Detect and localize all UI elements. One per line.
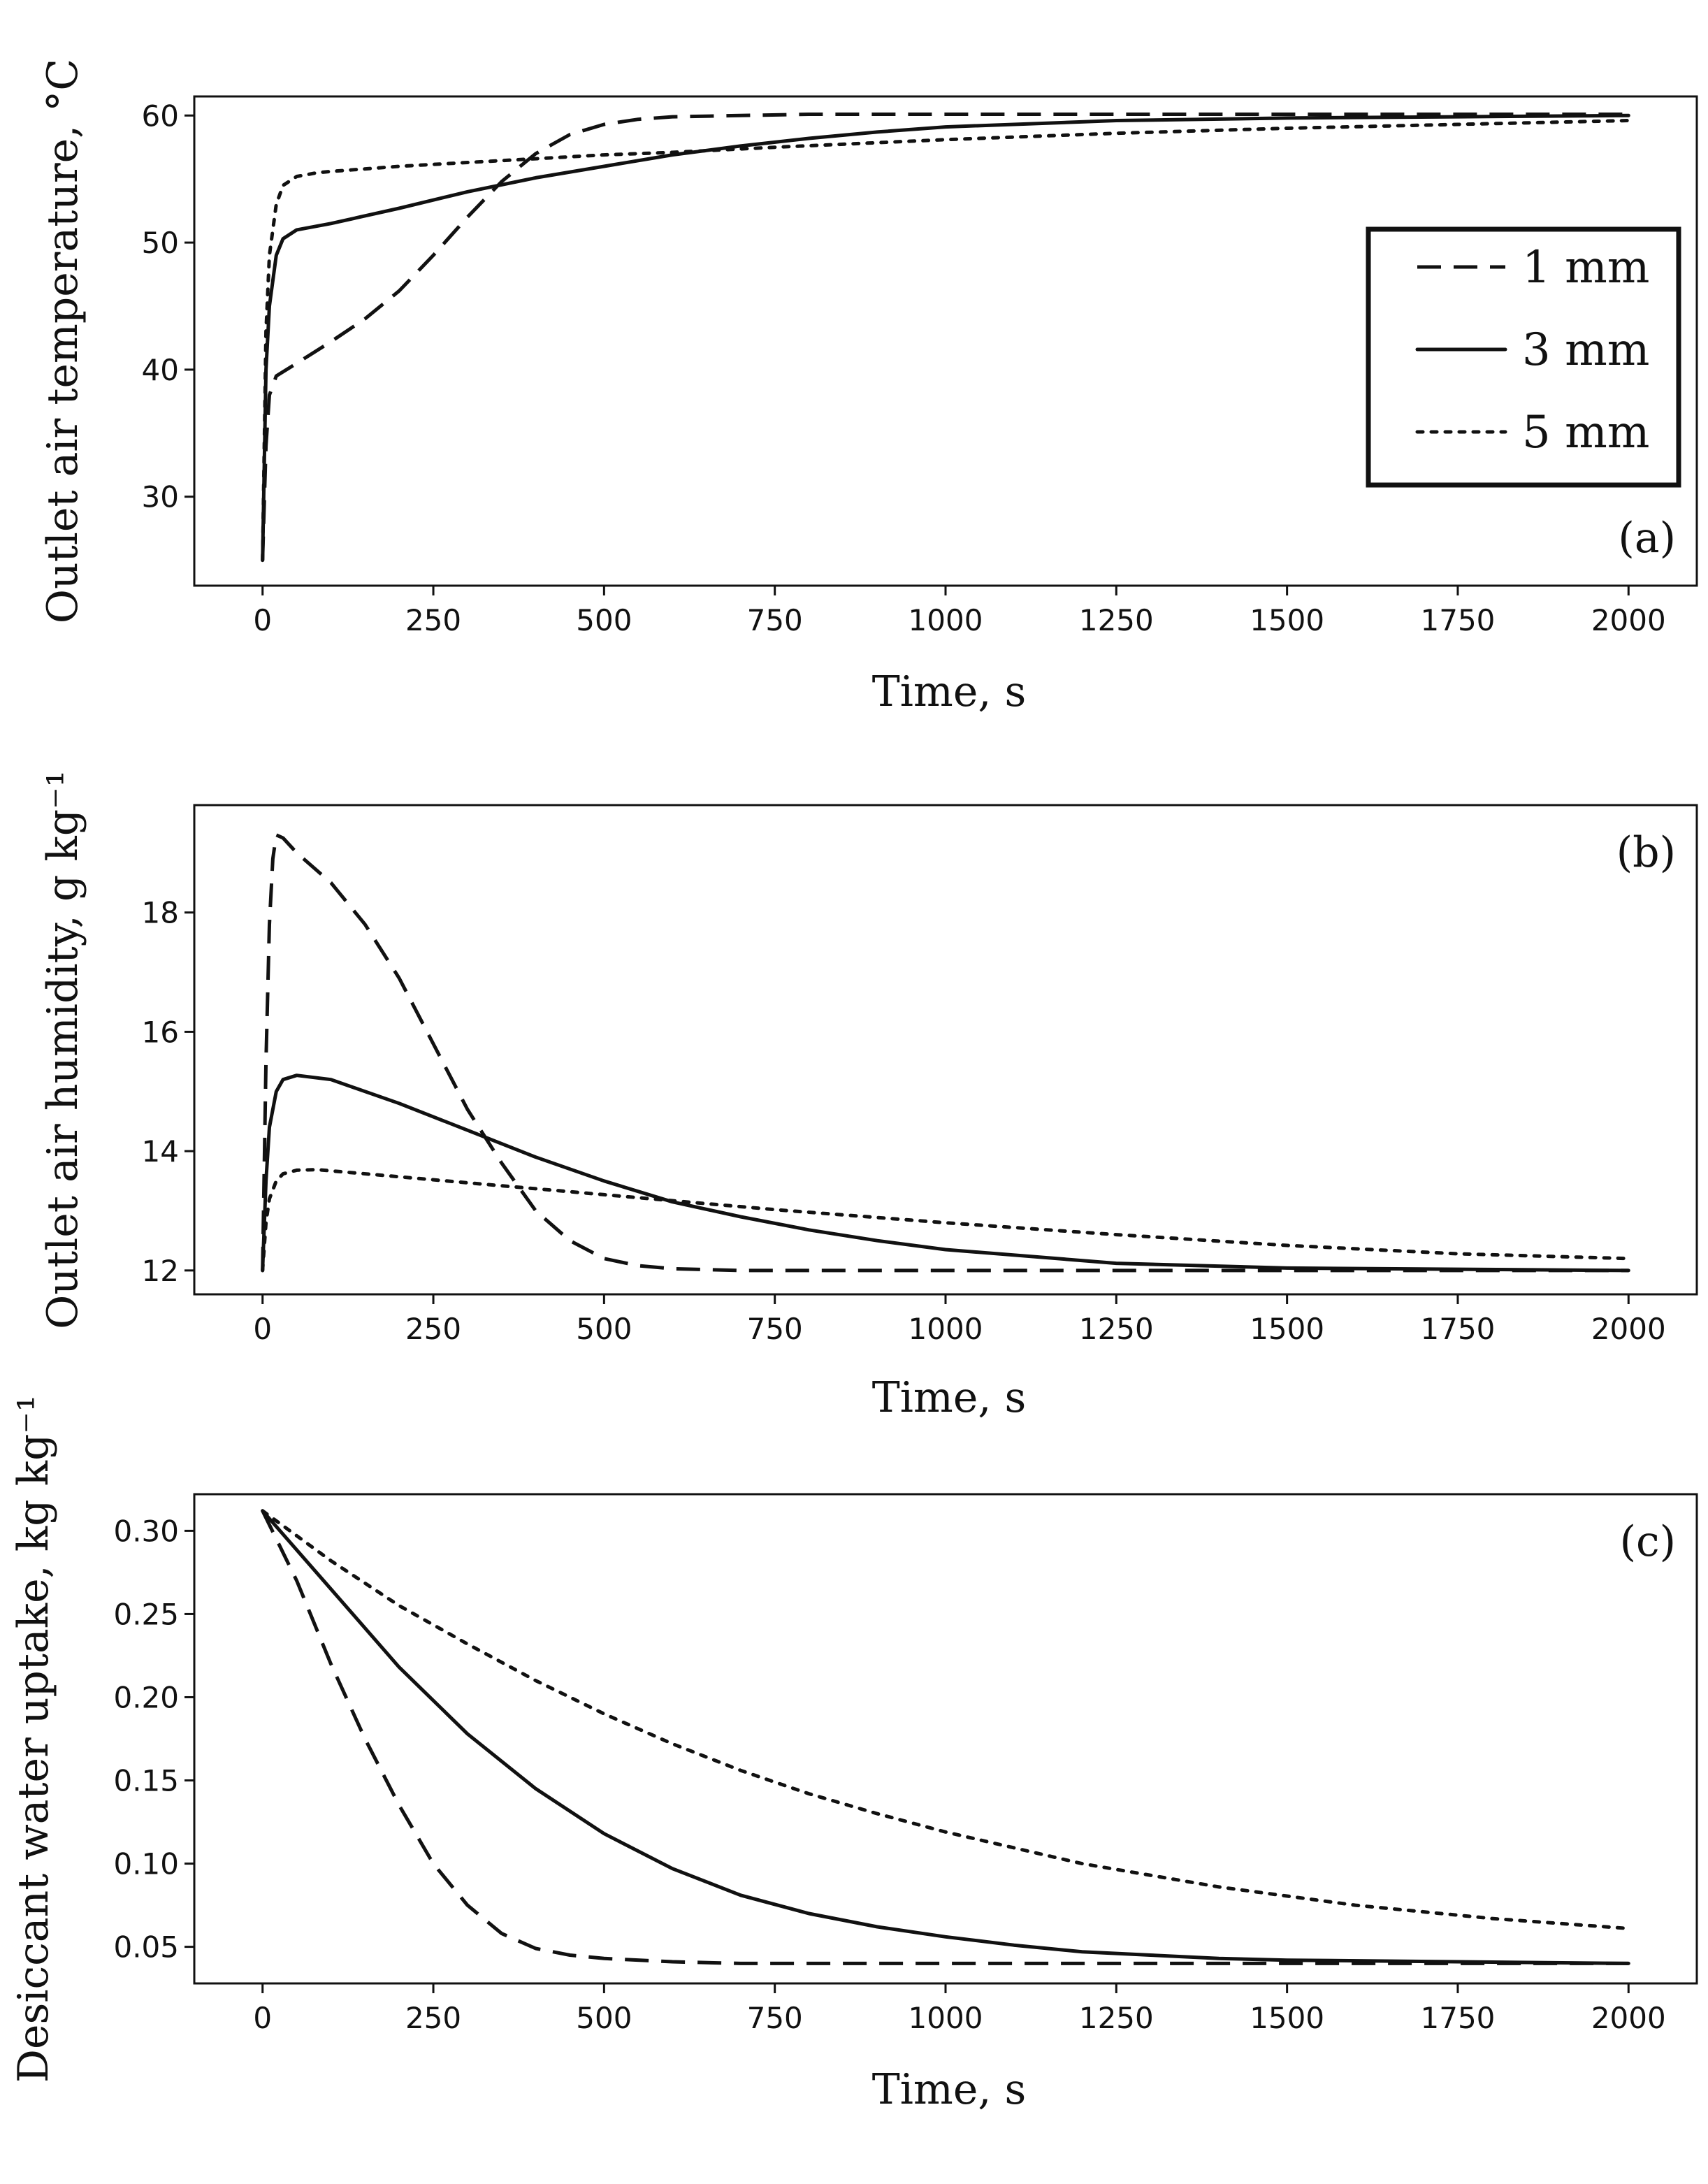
y-tick-label: 18 [142,896,179,930]
y-tick-label: 0.10 [113,1847,179,1881]
x-tick-label: 1500 [1250,1312,1324,1346]
x-tick-label: 500 [576,2001,632,2035]
legend-label: 5 mm [1522,407,1649,458]
panel-c: 0 250 500 750 1000 1250 1500 1750 2000 0.05 0.10 0.… [9,1395,1698,2114]
x-tick-label: 250 [405,1312,461,1346]
x-tick-label: 2000 [1591,603,1666,637]
series-line-1mm [261,113,1629,561]
x-tick-label: 1750 [1421,2001,1496,2035]
panel-b: 0 250 500 750 1000 1250 1500 1750 2000 12 14 16 18 Ti… [38,770,1698,1422]
y-axis-label: Outlet air temperature, °C [38,59,87,623]
x-tick-label: 250 [405,603,461,637]
y-tick-label: 40 [142,353,179,387]
x-tick-label: 1750 [1421,1312,1496,1346]
series-line-5mm [261,1168,1630,1273]
series-line-3mm [261,1073,1630,1273]
x-tick-label: 1500 [1250,603,1324,637]
series-line-1mm [261,1510,1629,1965]
y-tick-label: 0.20 [113,1680,179,1714]
y-tick-label: 14 [142,1134,179,1169]
x-tick-label: 250 [405,2001,461,2035]
y-tick-label: 0.30 [113,1514,179,1548]
y-tick-label: 0.05 [113,1930,179,1965]
y-axis-label: Outlet air humidity, g kg⁻¹ [38,770,87,1329]
y-tick-label: 30 [142,480,179,514]
x-tick-label: 1000 [909,1312,983,1346]
x-tick-label: 1250 [1079,1312,1154,1346]
plot-frame [193,804,1698,1296]
x-tick-label: 500 [576,1312,632,1346]
x-axis-label: Time, s [872,1373,1027,1422]
x-tick-label: 0 [253,2001,272,2035]
x-tick-label: 1750 [1421,603,1496,637]
y-tick-label: 60 [142,99,179,133]
x-tick-label: 1250 [1079,2001,1154,2035]
y-tick-label: 0.25 [113,1597,179,1631]
y-tick-label: 50 [142,226,179,260]
plot-frame [193,1493,1698,1985]
x-tick-label: 1250 [1079,603,1154,637]
panel-tag: (c) [1620,1517,1676,1566]
x-tick-label: 2000 [1591,2001,1666,2035]
y-axis-label: Desiccant water uptake, kg kg⁻¹ [9,1395,58,2083]
x-tick-label: 0 [253,1312,272,1346]
x-tick-label: 750 [747,1312,803,1346]
panel-tag: (a) [1618,514,1676,563]
series-line-5mm [261,1509,1630,1930]
series-line-5mm [261,119,1630,563]
series-line-1mm [261,833,1629,1273]
x-tick-label: 1000 [909,603,983,637]
x-tick-label: 0 [253,603,272,637]
y-tick-label: 16 [142,1015,179,1049]
panel-a: 0 250 500 750 1000 1250 1500 1750 2000 30 40 50 60 Ti… [38,59,1698,716]
x-tick-label: 1000 [909,2001,983,2035]
series-line-3mm [261,113,1630,563]
legend-label: 1 mm [1522,242,1649,294]
x-axis-label: Time, s [872,667,1027,716]
series-line-3mm [261,1509,1630,1965]
y-tick-label: 12 [142,1254,179,1288]
x-axis-label: Time, s [872,2065,1027,2114]
y-tick-label: 0.15 [113,1764,179,1798]
x-tick-label: 1500 [1250,2001,1324,2035]
panel-tag: (b) [1616,828,1676,877]
x-tick-label: 750 [747,603,803,637]
legend: 1 mm 3 mm 5 mm [1366,226,1681,488]
legend-box [1366,226,1681,488]
legend-label: 3 mm [1522,324,1649,376]
x-tick-label: 500 [576,603,632,637]
x-tick-label: 750 [747,2001,803,2035]
x-tick-label: 2000 [1591,1312,1666,1346]
